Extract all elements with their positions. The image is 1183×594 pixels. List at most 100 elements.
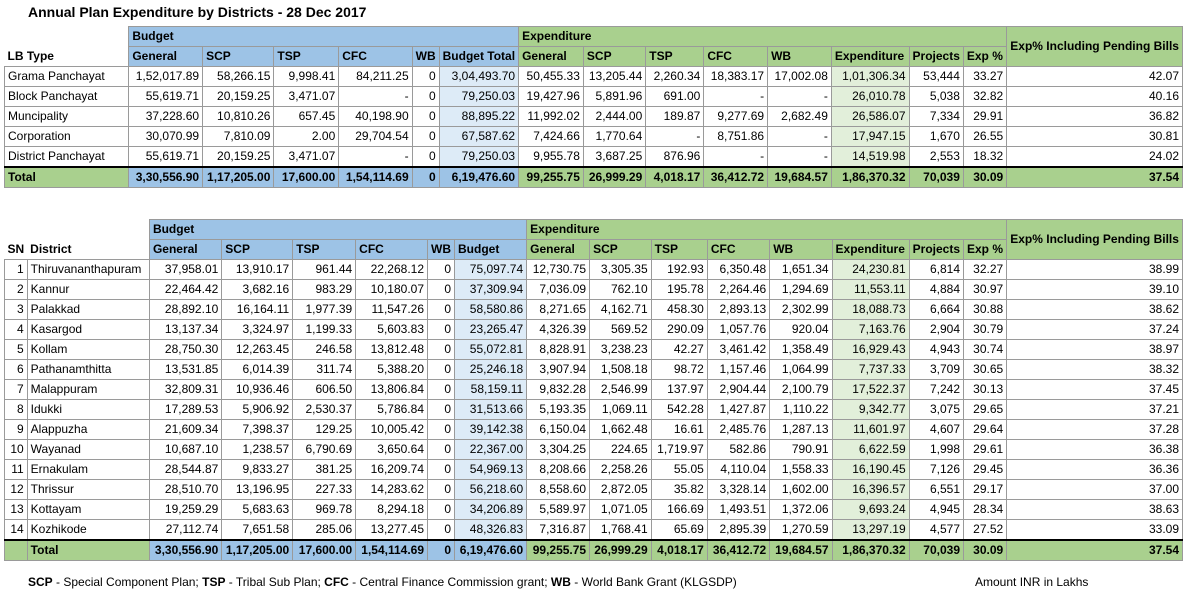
table-cell: 37.45: [1006, 379, 1183, 400]
table-row: 13 Kottayam 19,259.29 5,683.63 969.78 8,294.1…: [4, 499, 1183, 520]
table-cell: 30.74: [962, 339, 1008, 360]
table-cell: Thiruvananthapuram: [26, 259, 150, 280]
table-cell: Kollam: [26, 339, 150, 360]
table-cell: -: [703, 146, 769, 168]
table-cell: 1,057.76: [706, 319, 771, 340]
table-cell: 381.25: [292, 459, 357, 480]
table-cell: 3: [4, 299, 28, 320]
table-cell: 983.29: [292, 279, 357, 300]
table-cell: 6,814: [908, 259, 965, 280]
table-cell: 36.36: [1006, 459, 1183, 480]
table-cell: 3,682.16: [221, 279, 294, 300]
table-cell: 6,014.39: [221, 359, 294, 380]
table-cell: 2.00: [273, 126, 340, 147]
table-cell: Malappuram: [26, 379, 150, 400]
table-cell: 129.25: [292, 419, 357, 440]
table-cell: 0: [427, 259, 455, 280]
table-cell: 40.16: [1006, 86, 1183, 107]
table-cell: 22,268.12: [355, 259, 428, 280]
table-cell: 9,833.27: [221, 459, 294, 480]
district-table: Budget Expenditure Exp% Including Pending …: [4, 219, 1183, 561]
total-cell: 70,039: [908, 166, 964, 188]
total-cell: 99,255.75: [518, 166, 584, 188]
table-cell: 37,228.60: [128, 106, 204, 127]
table-cell: 876.96: [645, 146, 705, 168]
table-cell: 1,998: [908, 439, 965, 460]
table-cell: 13,205.44: [582, 66, 647, 87]
table-cell: 7,810.09: [202, 126, 275, 147]
column-header: General: [526, 239, 591, 260]
table-cell: 37,309.94: [453, 279, 528, 300]
table-cell: 13,277.45: [355, 519, 428, 541]
table-cell: 29.65: [962, 399, 1008, 420]
table-cell: 10: [4, 439, 28, 460]
table-row: 12 Thrissur 28,510.70 13,196.95 227.33 14,283…: [4, 479, 1183, 500]
table-cell: 2,100.79: [769, 379, 833, 400]
group-header-row: Budget Expenditure Exp% Including Pending …: [4, 26, 1183, 67]
table-cell: 58,159.11: [453, 379, 528, 400]
table-cell: 657.45: [273, 106, 340, 127]
table-cell: 26,586.07: [830, 106, 910, 127]
table-cell: 1,977.39: [292, 299, 357, 320]
total-cell: 19,684.57: [767, 166, 832, 188]
total-cell: 36,412.72: [703, 166, 769, 188]
table-cell: 0: [427, 299, 455, 320]
table-cell: 54,969.13: [453, 459, 528, 480]
table-cell: 0: [411, 66, 440, 87]
table-cell: 17,947.15: [830, 126, 910, 147]
legend-abbr: SCP: [28, 575, 53, 589]
table-cell: 5,906.92: [221, 399, 294, 420]
table-cell: 33.09: [1006, 519, 1183, 541]
column-header: TSP: [292, 239, 357, 260]
table-cell: 58,580.86: [453, 299, 528, 320]
table-cell: 4,943: [908, 339, 965, 360]
table-cell: 1,157.46: [706, 359, 771, 380]
column-header-row: SN District General SCP TSP CFC WB Budget Genera…: [4, 239, 1183, 260]
table-cell: 13,812.48: [355, 339, 428, 360]
table-cell: Kasargod: [26, 319, 150, 340]
table-cell: 7,036.09: [526, 279, 591, 300]
total-cell: 19,684.57: [769, 539, 833, 561]
table-cell: 4,577: [908, 519, 965, 541]
table-cell: 0: [427, 379, 455, 400]
column-header: Exp %: [962, 46, 1008, 67]
table-cell: 30.88: [962, 299, 1008, 320]
table-cell: 2,485.76: [706, 419, 771, 440]
table-cell: 31,513.66: [453, 399, 528, 420]
table-cell: 1,602.00: [769, 479, 833, 500]
total-cell: Total: [26, 539, 150, 561]
table-cell: 1,199.33: [292, 319, 357, 340]
expenditure-group-header: Expenditure: [526, 219, 1008, 240]
table-row: 6 Pathanamthitta 13,531.85 6,014.39 311.74 5,…: [4, 359, 1183, 380]
table-cell: 8,294.18: [355, 499, 428, 520]
total-cell: 26,999.29: [582, 166, 647, 188]
total-row: Total 3,30,556.90 1,17,205.00 17,600.00 1,54…: [4, 539, 1183, 561]
total-cell: 99,255.75: [526, 539, 591, 561]
column-header: WB: [427, 239, 455, 260]
total-cell: 17,600.00: [273, 166, 340, 188]
table-cell: 1,110.22: [769, 399, 833, 420]
table-cell: 2,682.49: [767, 106, 832, 127]
table-cell: Palakkad: [26, 299, 150, 320]
table-cell: 8,208.66: [526, 459, 591, 480]
table-cell: 7,334: [908, 106, 964, 127]
table-cell: 285.06: [292, 519, 357, 541]
header-blank: [4, 26, 129, 47]
table-cell: 9,693.24: [831, 499, 910, 520]
total-cell: 1,17,205.00: [202, 166, 275, 188]
table-cell: 137.97: [650, 379, 708, 400]
table-cell: 2,530.37: [292, 399, 357, 420]
table-cell: 16,190.45: [831, 459, 910, 480]
table-cell: 6,150.04: [526, 419, 591, 440]
table-cell: 6: [4, 359, 28, 380]
table-cell: 25,246.18: [453, 359, 528, 380]
table-cell: 1,01,306.34: [830, 66, 910, 87]
table-cell: 7,242: [908, 379, 965, 400]
table-cell: 6,790.69: [292, 439, 357, 460]
legend-desc: - World Bank Grant (KLGSDP): [570, 575, 737, 589]
table-cell: 23,265.47: [453, 319, 528, 340]
table-cell: 3,328.14: [706, 479, 771, 500]
table-cell: 606.50: [292, 379, 357, 400]
table-row: 1 Thiruvananthapuram 37,958.01 13,910.17 961…: [4, 259, 1183, 280]
table-cell: 29.17: [962, 479, 1008, 500]
